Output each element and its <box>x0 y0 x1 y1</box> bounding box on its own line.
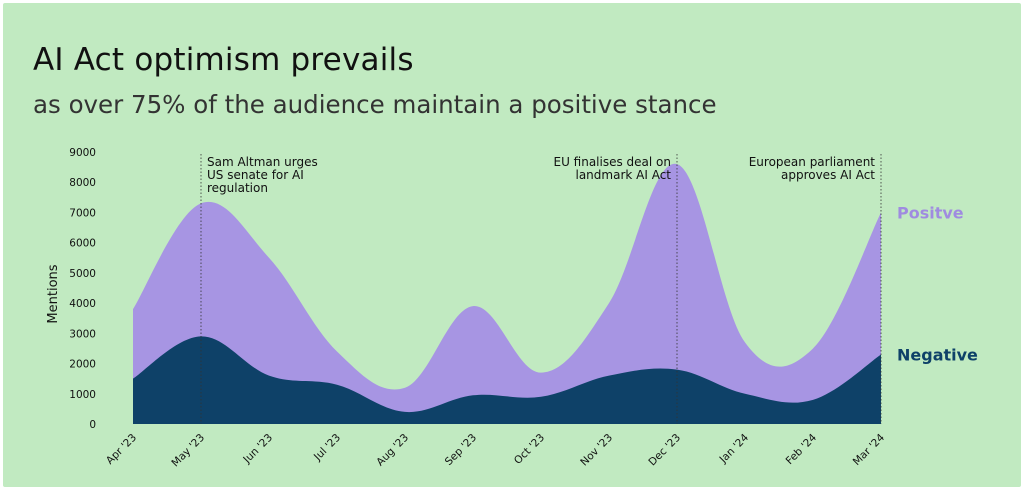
y-tick-label: 4000 <box>69 298 96 310</box>
x-tick-label: Dec '23 <box>646 432 683 469</box>
x-tick-label: Nov '23 <box>578 432 615 469</box>
annotation-line-text: regulation <box>207 181 268 195</box>
x-tick-label: Jun '23 <box>240 432 275 467</box>
x-tick-label: Sep '23 <box>443 432 479 468</box>
negative-area <box>133 336 881 424</box>
x-tick-label: Mar '24 <box>851 431 888 468</box>
annotation-line-text: US senate for AI <box>207 168 304 182</box>
annotation-line-text: European parliament <box>749 155 876 169</box>
chart-subtitle: as over 75% of the audience maintain a p… <box>33 90 717 119</box>
annotation-text: European parliament approves AI Act <box>749 155 876 182</box>
y-tick-label: 5000 <box>69 268 96 280</box>
x-tick-label: Jul '23 <box>311 432 343 464</box>
y-tick-label: 6000 <box>69 238 96 250</box>
y-tick-label: 1000 <box>69 389 96 401</box>
annotation-line-text: Sam Altman urges <box>207 155 318 169</box>
x-tick-label: Apr '23 <box>104 432 139 467</box>
y-tick-label: 3000 <box>69 328 96 340</box>
y-axis-label: Mentions <box>46 264 61 323</box>
y-tick-label: 8000 <box>69 177 96 189</box>
x-tick-label: Jan '24 <box>717 431 752 466</box>
chart-title: AI Act optimism prevails <box>33 42 414 78</box>
annotation-line-text: EU finalises deal on <box>553 155 671 169</box>
positive-area <box>133 163 881 424</box>
series-label-negative: Negative <box>897 345 978 364</box>
y-tick-label: 2000 <box>69 359 96 371</box>
x-tick-label: Aug '23 <box>374 432 411 469</box>
y-tick-label: 9000 <box>69 147 96 159</box>
x-tick-label: May '23 <box>169 432 207 470</box>
annotation-text: Sam Altman urges US senate for AI regulati… <box>207 155 318 195</box>
x-tick-label: Oct '23 <box>512 432 547 467</box>
series-label-positive: Positve <box>897 203 964 222</box>
y-tick-label: 7000 <box>69 207 96 219</box>
annotation-text: EU finalises deal on landmark AI Act <box>553 155 671 182</box>
annotation-line-text: approves AI Act <box>781 168 875 182</box>
x-tick-label: Feb '24 <box>784 431 820 467</box>
y-tick-label: 0 <box>89 419 96 431</box>
annotation-line-text: landmark AI Act <box>575 168 671 182</box>
